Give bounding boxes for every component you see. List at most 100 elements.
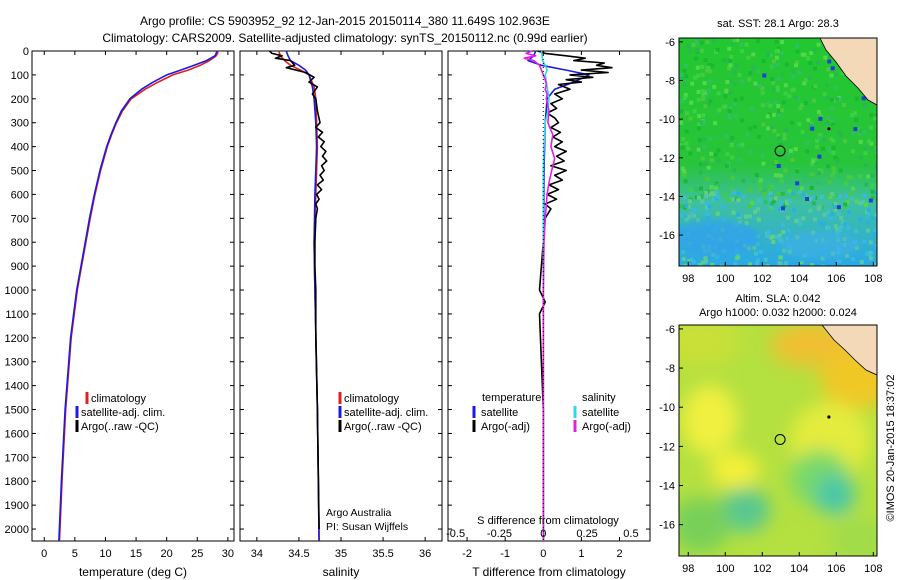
sst-pixel — [781, 100, 786, 105]
sst-pixel — [854, 199, 859, 204]
sst-pixel — [769, 205, 773, 210]
sst-pixel — [783, 83, 788, 88]
sst-pixel — [698, 162, 703, 167]
sst-pixel — [812, 98, 817, 103]
sst-pixel — [806, 118, 811, 122]
map-x-tick-label: 102 — [753, 273, 771, 285]
sst-pixel — [750, 200, 755, 205]
sst-pixel — [769, 77, 774, 82]
sst-pixel — [783, 264, 788, 266]
sst-map-image — [679, 38, 877, 266]
sst-pixel — [818, 221, 823, 226]
sst-pixel — [795, 44, 799, 49]
temperature-xlabel: temperature (deg C) — [79, 565, 187, 579]
sst-pixel — [719, 264, 724, 266]
sst-pixel — [700, 64, 705, 69]
sst-pixel — [774, 49, 779, 54]
sst-pixel — [801, 216, 806, 221]
sst-pixel — [857, 201, 862, 206]
sst-pixel — [684, 141, 689, 146]
sst-pixel — [808, 208, 813, 213]
sst-pixel — [790, 120, 794, 125]
sst-pixel — [819, 169, 824, 174]
sst-pixel — [774, 55, 779, 60]
map-y-tick-label: -10 — [659, 402, 675, 414]
sst-pixel — [761, 161, 766, 166]
sst-pixel — [730, 197, 735, 202]
sst-pixel — [778, 143, 783, 147]
sst-pixel — [758, 250, 763, 254]
sst-pixel — [733, 262, 738, 266]
y-tick-label: 1100 — [5, 309, 29, 321]
sst-pixel — [771, 80, 776, 85]
sst-pixel — [712, 38, 717, 43]
sst-pixel — [761, 122, 766, 127]
sla-map-title: Altim. SLA: 0.042 — [736, 293, 821, 305]
salinity-legend: climatology satellite-adj. clim. Argo(..… — [326, 392, 428, 533]
sst-pixel — [782, 136, 787, 141]
sst-pixel — [797, 190, 802, 195]
sst-pixel — [862, 239, 867, 244]
sst-pixel — [730, 175, 735, 180]
sst-pixel — [710, 191, 715, 196]
sst-pixel — [706, 65, 711, 70]
sst-pixel — [817, 135, 822, 140]
sst-pixel — [728, 78, 733, 83]
sst-pixel — [733, 98, 738, 102]
x-tick-label: 30 — [222, 548, 234, 560]
sst-pixel — [868, 198, 873, 203]
sst-pixel — [765, 114, 770, 119]
sst-pixel — [810, 126, 815, 131]
y-tick-label: 500 — [11, 166, 29, 178]
sst-pixel — [776, 77, 781, 82]
sst-pixel — [833, 207, 838, 212]
sst-pixel — [797, 70, 802, 75]
sst-pixel — [833, 155, 838, 160]
sst-pixel — [775, 87, 780, 92]
sst-pixel — [686, 204, 691, 209]
sst-pixel — [711, 197, 716, 202]
y-tick-label: 1600 — [5, 428, 29, 440]
sst-pixel — [836, 211, 841, 216]
sst-pixel — [835, 227, 840, 232]
sst-pixel — [766, 102, 770, 107]
sst-pixel — [706, 165, 711, 170]
sst-pixel — [701, 113, 706, 118]
sst-pixel — [870, 216, 875, 221]
sst-pixel — [741, 178, 746, 183]
sst-pixel — [703, 58, 708, 62]
sst-pixel — [781, 206, 785, 211]
sst-pixel — [832, 170, 837, 175]
sst-pixel — [791, 87, 796, 92]
sst-pixel — [863, 146, 868, 151]
sst-pixel — [744, 221, 749, 226]
sst-pixel — [735, 63, 739, 68]
sst-pixel — [774, 234, 779, 239]
sst-pixel — [812, 48, 817, 53]
sst-pixel — [787, 94, 792, 99]
sst-pixel — [766, 50, 771, 55]
sst-pixel — [749, 149, 754, 154]
x-tick-label: 35 — [335, 548, 347, 560]
sst-pixel — [874, 243, 877, 248]
sst-pixel — [746, 55, 751, 60]
sst-pixel — [756, 217, 761, 222]
s-tick-label: 0 — [540, 528, 546, 540]
sst-pixel — [697, 263, 702, 266]
sst-pixel — [869, 256, 873, 261]
sst-pixel — [732, 38, 737, 43]
sst-pixel — [681, 257, 686, 262]
map-x-tick-label: 106 — [827, 563, 845, 575]
sst-pixel — [766, 53, 771, 58]
sst-pixel — [849, 196, 854, 201]
sst-pixel — [868, 252, 872, 257]
sst-pixel — [846, 175, 851, 180]
sst-pixel — [703, 259, 708, 264]
sst-pixel — [753, 81, 758, 86]
map-x-tick-label: 104 — [790, 563, 808, 575]
sst-pixel — [868, 240, 873, 245]
sst-pixel — [691, 259, 696, 264]
sst-pixel — [772, 87, 777, 92]
annotation-pi: PI: Susan Wijffels — [326, 521, 408, 533]
map-y-tick-label: -6 — [665, 324, 675, 336]
